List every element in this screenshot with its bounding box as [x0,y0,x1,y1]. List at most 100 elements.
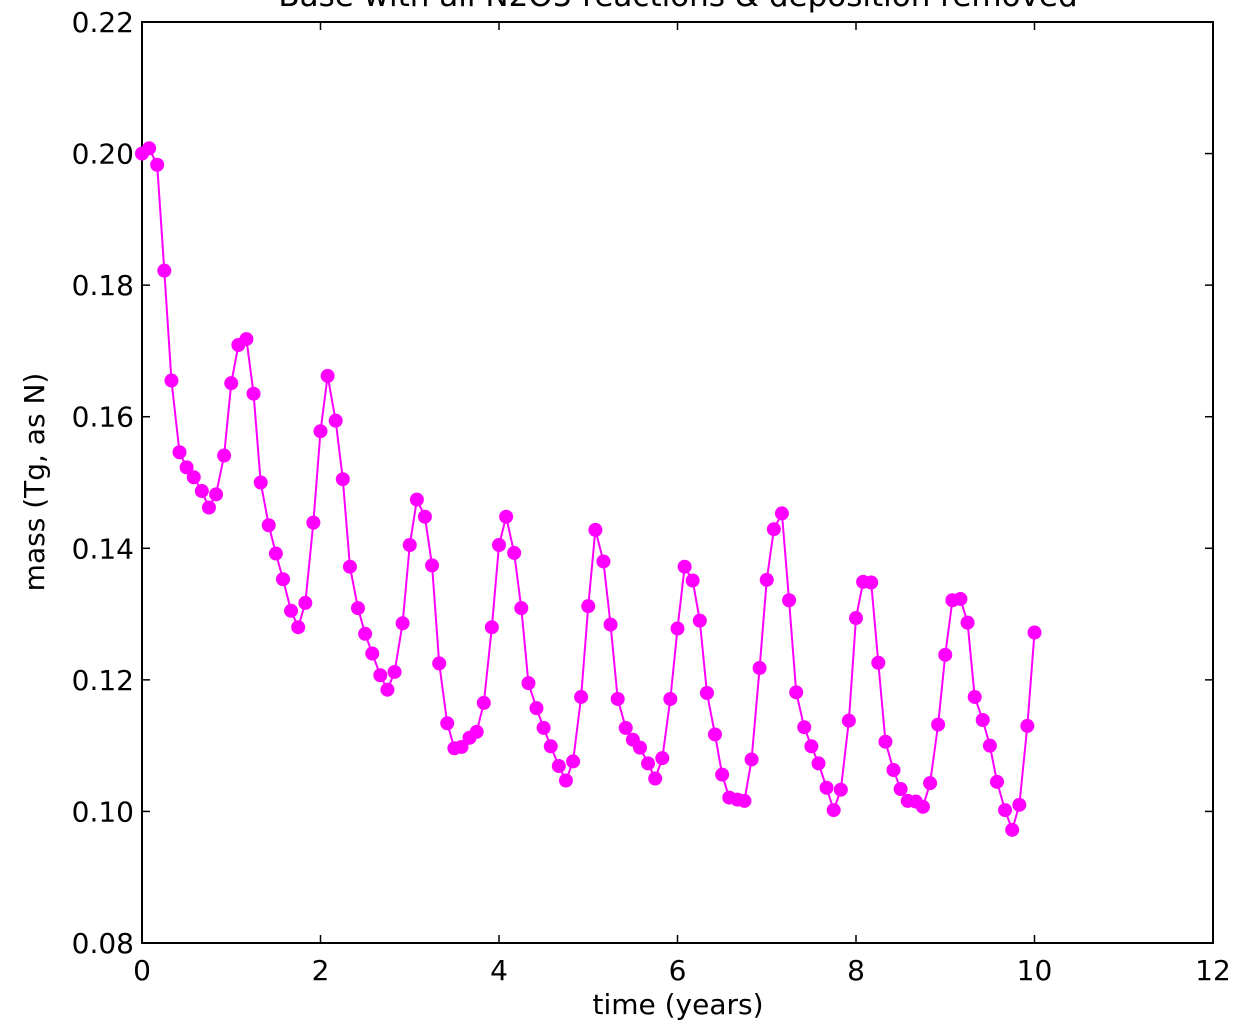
data-point [707,727,722,742]
data-point [655,751,670,766]
data-point [811,756,826,771]
data-point [194,484,209,499]
x-tick-label: 4 [490,954,508,987]
plot-area [141,21,1214,944]
data-point [633,740,648,755]
data-point [507,545,522,560]
data-point [1012,797,1027,812]
data-point [298,595,313,610]
data-point [373,668,388,683]
data-point [306,515,321,530]
data-point [953,591,968,606]
x-tick-label: 0 [133,954,151,987]
data-point [849,611,863,626]
data-point [878,734,893,749]
data-point [670,621,685,636]
data-point [990,774,1005,789]
data-point [186,470,201,485]
x-axis-label: time (years) [592,988,763,1021]
data-point [224,376,239,391]
data-point [752,661,767,676]
data-point [886,762,901,777]
data-point [543,739,558,754]
data-point [387,664,402,679]
data-point [648,771,663,786]
data-point [566,754,581,769]
y-tick-label: 0.18 [72,269,134,302]
y-axis: 0.08 0.10 0.12 0.14 0.16 0.18 0.20 0.22 [72,6,1213,960]
data-point [737,793,752,808]
data-point [677,559,692,574]
data-point [246,386,261,401]
data-point [380,682,395,697]
data-point [982,738,997,753]
data-point [998,803,1013,818]
data-point [766,522,781,537]
data-point [499,509,514,524]
y-tick-label: 0.14 [72,532,134,565]
data-point [469,724,484,739]
data-point [596,554,611,569]
data-point [558,773,573,788]
data-point [268,546,283,561]
data-point [967,689,982,704]
data-point [395,616,410,631]
x-tick-label: 12 [1195,954,1231,987]
data-point [476,695,491,710]
data-point [402,538,417,552]
x-tick-label: 8 [847,954,865,987]
data-point [1020,718,1035,733]
data-point [938,647,953,662]
data-point [342,559,357,574]
data-point [960,615,975,630]
data-point [663,691,678,706]
data-point [142,141,157,156]
y-tick-label: 0.22 [72,6,134,39]
data-point [685,573,700,588]
data-point [291,620,306,635]
series-layer [135,141,1042,837]
data-point [328,413,343,428]
x-axis: 0 2 4 6 8 10 12 [133,22,1231,987]
data-point [358,626,373,641]
data-point [217,448,232,463]
data-point [923,776,938,791]
data-point [581,599,596,614]
data-point [915,799,930,814]
data-point [826,803,841,818]
data-point [417,509,432,524]
data-point [179,460,194,475]
data-point [365,646,380,661]
data-point [744,752,759,767]
data-point [164,373,179,388]
data-point [440,716,455,731]
x-tick-label: 6 [669,954,687,987]
data-point [819,780,834,795]
data-point [588,522,603,537]
data-point [692,613,707,628]
data-point [789,685,804,700]
data-point [454,739,469,754]
data-point [201,500,216,515]
data-point [261,518,276,533]
data-point [782,593,797,608]
data-point [284,603,299,618]
data-point [699,686,714,701]
data-point [350,601,365,616]
data-point [514,601,529,616]
data-point [425,558,440,573]
data-point [432,656,447,671]
data-point [804,739,819,754]
data-point [157,263,172,278]
data-point [871,655,886,670]
y-tick-label: 0.16 [72,401,134,434]
data-point [618,720,633,735]
y-tick-label: 0.12 [72,664,134,697]
data-point [150,157,165,172]
data-point [610,691,625,706]
data-point [521,676,536,691]
data-point [759,572,774,587]
data-point [276,572,291,587]
data-point [715,767,730,782]
data-point [253,475,268,490]
